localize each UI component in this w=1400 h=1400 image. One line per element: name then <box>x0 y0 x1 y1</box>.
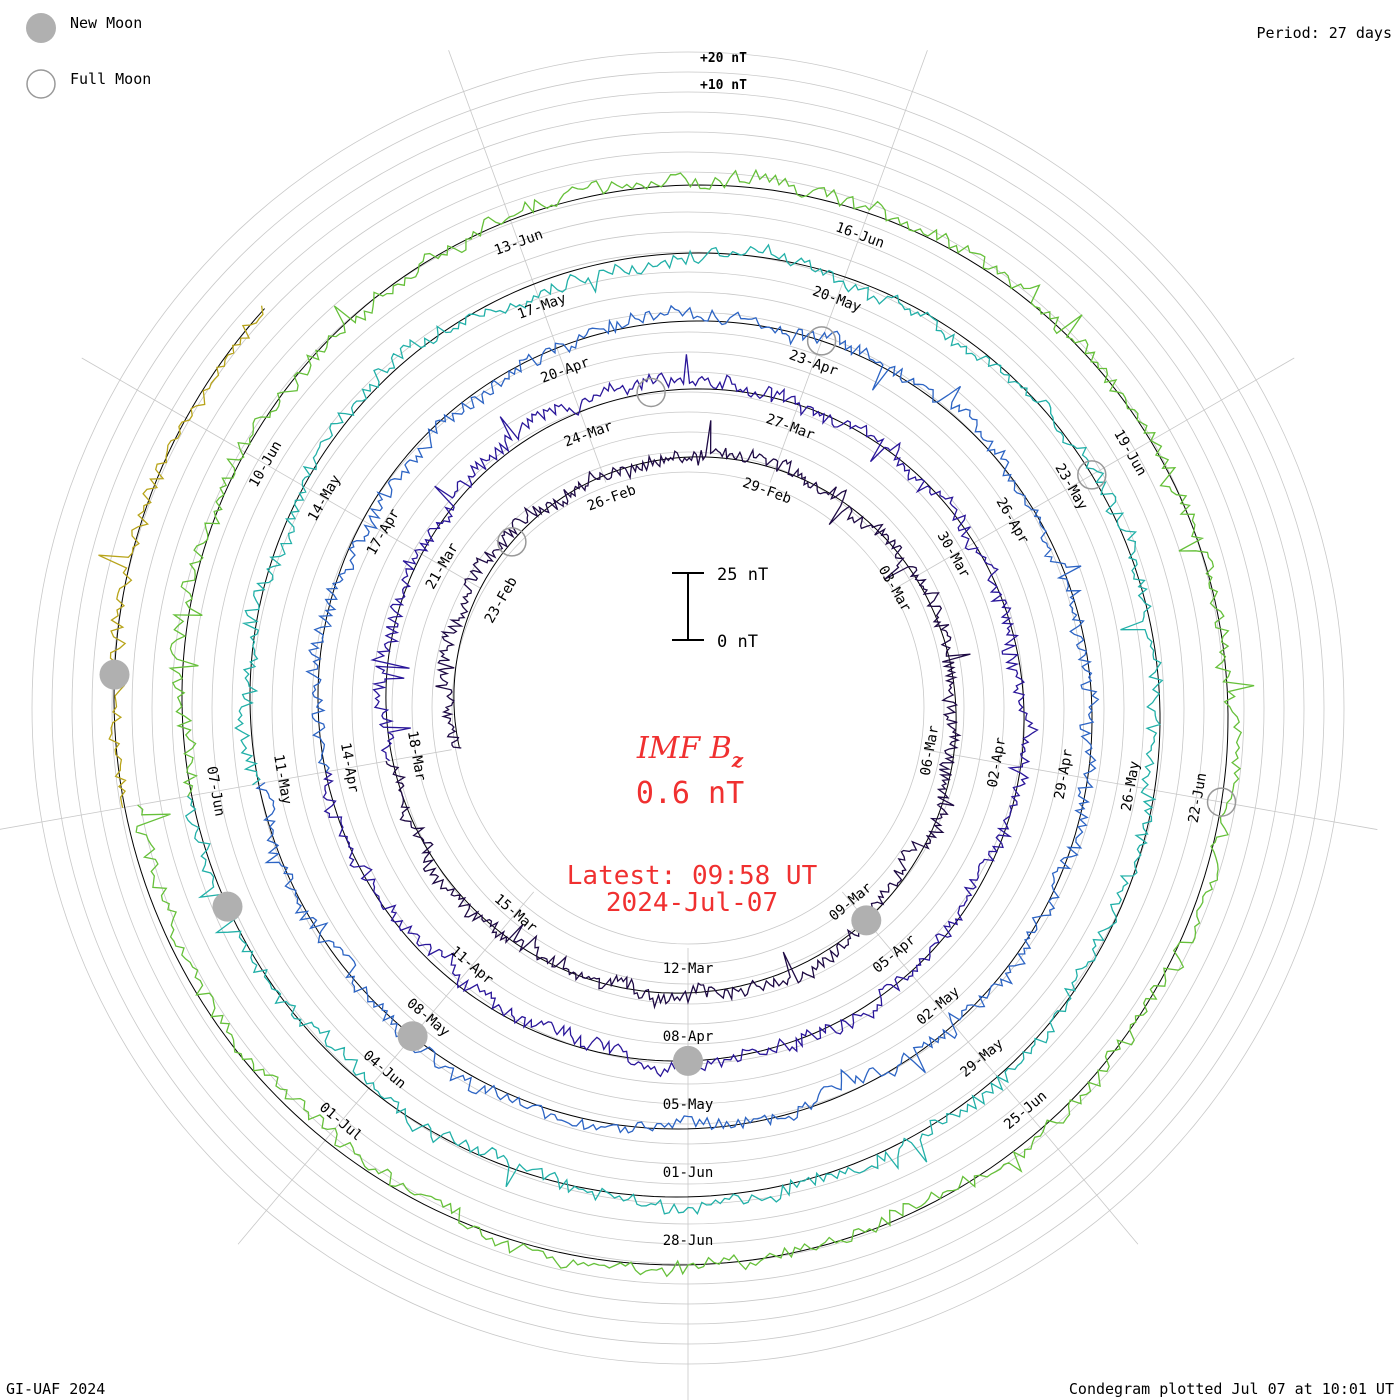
full-moon-marker <box>636 377 666 408</box>
date-label: 14-May <box>305 472 344 524</box>
ring-label-20nt: +20 nT <box>700 51 747 66</box>
date-label: 26-Apr <box>993 495 1032 547</box>
day-spokes <box>0 50 1378 1400</box>
new-moon-marker <box>397 1021 428 1052</box>
trace-cycle-5 <box>135 168 1255 1278</box>
full-moon-marker <box>1206 787 1237 817</box>
moon-phase-markers <box>99 326 1237 1076</box>
full-moon-marker <box>1077 460 1107 490</box>
scale-bar <box>672 572 704 641</box>
period-label: Period: 27 days <box>1257 24 1392 42</box>
date-label: 24-Mar <box>562 418 615 450</box>
new-moon-marker <box>851 905 882 936</box>
date-label: 20-May <box>810 283 863 315</box>
date-label: 22-Jun <box>1186 772 1211 825</box>
new-moon-marker <box>673 1045 703 1076</box>
grid-spoke <box>448 50 607 483</box>
date-label: 25-Jun <box>1001 1088 1050 1133</box>
date-label: 11-May <box>270 753 295 806</box>
grid-circle <box>351 371 1025 1045</box>
date-label: 26-May <box>1119 760 1144 813</box>
date-label: 05-May <box>663 1097 714 1113</box>
date-label: 16-Jun <box>833 219 886 251</box>
date-label: 23-Feb <box>482 574 521 626</box>
date-label: 29-May <box>957 1036 1006 1081</box>
full-moon-marker <box>497 527 527 557</box>
date-label: 06-Mar <box>918 724 943 777</box>
trace-cycle-3 <box>255 304 1100 1134</box>
date-label: 28-Jun <box>663 1233 714 1249</box>
new-moon-marker <box>99 659 130 690</box>
date-label: 05-Apr <box>870 932 919 977</box>
trace-cycle-4 <box>184 243 1164 1215</box>
grid-spoke <box>81 357 481 589</box>
trace-cycle-6 <box>98 305 264 808</box>
ring-label-10nt: +10 nT <box>700 78 747 93</box>
grid-circle <box>371 391 1005 1025</box>
imf-bz-trace <box>98 168 1255 1278</box>
grid-spoke <box>841 891 1139 1245</box>
footer-plot-time: Condegram plotted Jul 07 at 10:01 UT <box>1069 1380 1394 1398</box>
date-label: 02-Apr <box>985 736 1010 789</box>
date-label: 13-Jun <box>492 227 545 259</box>
new-moon-icon <box>26 13 56 43</box>
chart-title: IMF Bz <box>636 731 744 772</box>
date-label: 17-May <box>515 290 568 322</box>
grid-spoke <box>895 357 1295 589</box>
current-value: 0.6 nT <box>636 776 744 811</box>
date-label: 17-Apr <box>364 506 403 558</box>
grid-spoke <box>0 749 452 830</box>
date-label: 04-Jun <box>360 1048 409 1093</box>
date-label: 12-Mar <box>663 961 714 977</box>
latest-time: Latest: 09:58 UT <box>567 861 818 891</box>
date-label: 21-Mar <box>423 540 462 592</box>
date-label: 19-Jun <box>1110 427 1149 479</box>
grid-spoke <box>769 50 928 483</box>
full-moon-icon <box>26 69 56 99</box>
full-moon-marker <box>806 326 837 356</box>
grid-spoke <box>237 891 535 1245</box>
grid-circle <box>451 471 925 945</box>
trace-cycle-1 <box>385 420 971 1010</box>
date-label: 26-Feb <box>585 482 638 514</box>
grid-spoke <box>924 749 1378 830</box>
trace-cycle-2 <box>322 354 1039 1078</box>
date-label: 29-Feb <box>740 475 793 507</box>
date-label: 18-Mar <box>404 730 429 783</box>
footer-credit: GI-UAF 2024 <box>6 1380 105 1398</box>
scale-bar-bottom-label: 0 nT <box>717 632 758 652</box>
legend-full-moon-label: Full Moon <box>70 70 151 88</box>
date-label: 29-Apr <box>1052 748 1077 801</box>
new-moon-marker <box>212 891 243 922</box>
date-label: 15-Mar <box>491 891 540 936</box>
latest-date: 2024-Jul-07 <box>606 888 778 918</box>
scale-bar-top-label: 25 nT <box>717 565 768 585</box>
date-label: 08-Apr <box>663 1029 714 1045</box>
date-label: 01-Jun <box>663 1165 714 1181</box>
date-label: 02-May <box>914 984 963 1029</box>
legend-new-moon-label: New Moon <box>70 14 142 32</box>
date-label: 07-Jun <box>203 765 228 818</box>
